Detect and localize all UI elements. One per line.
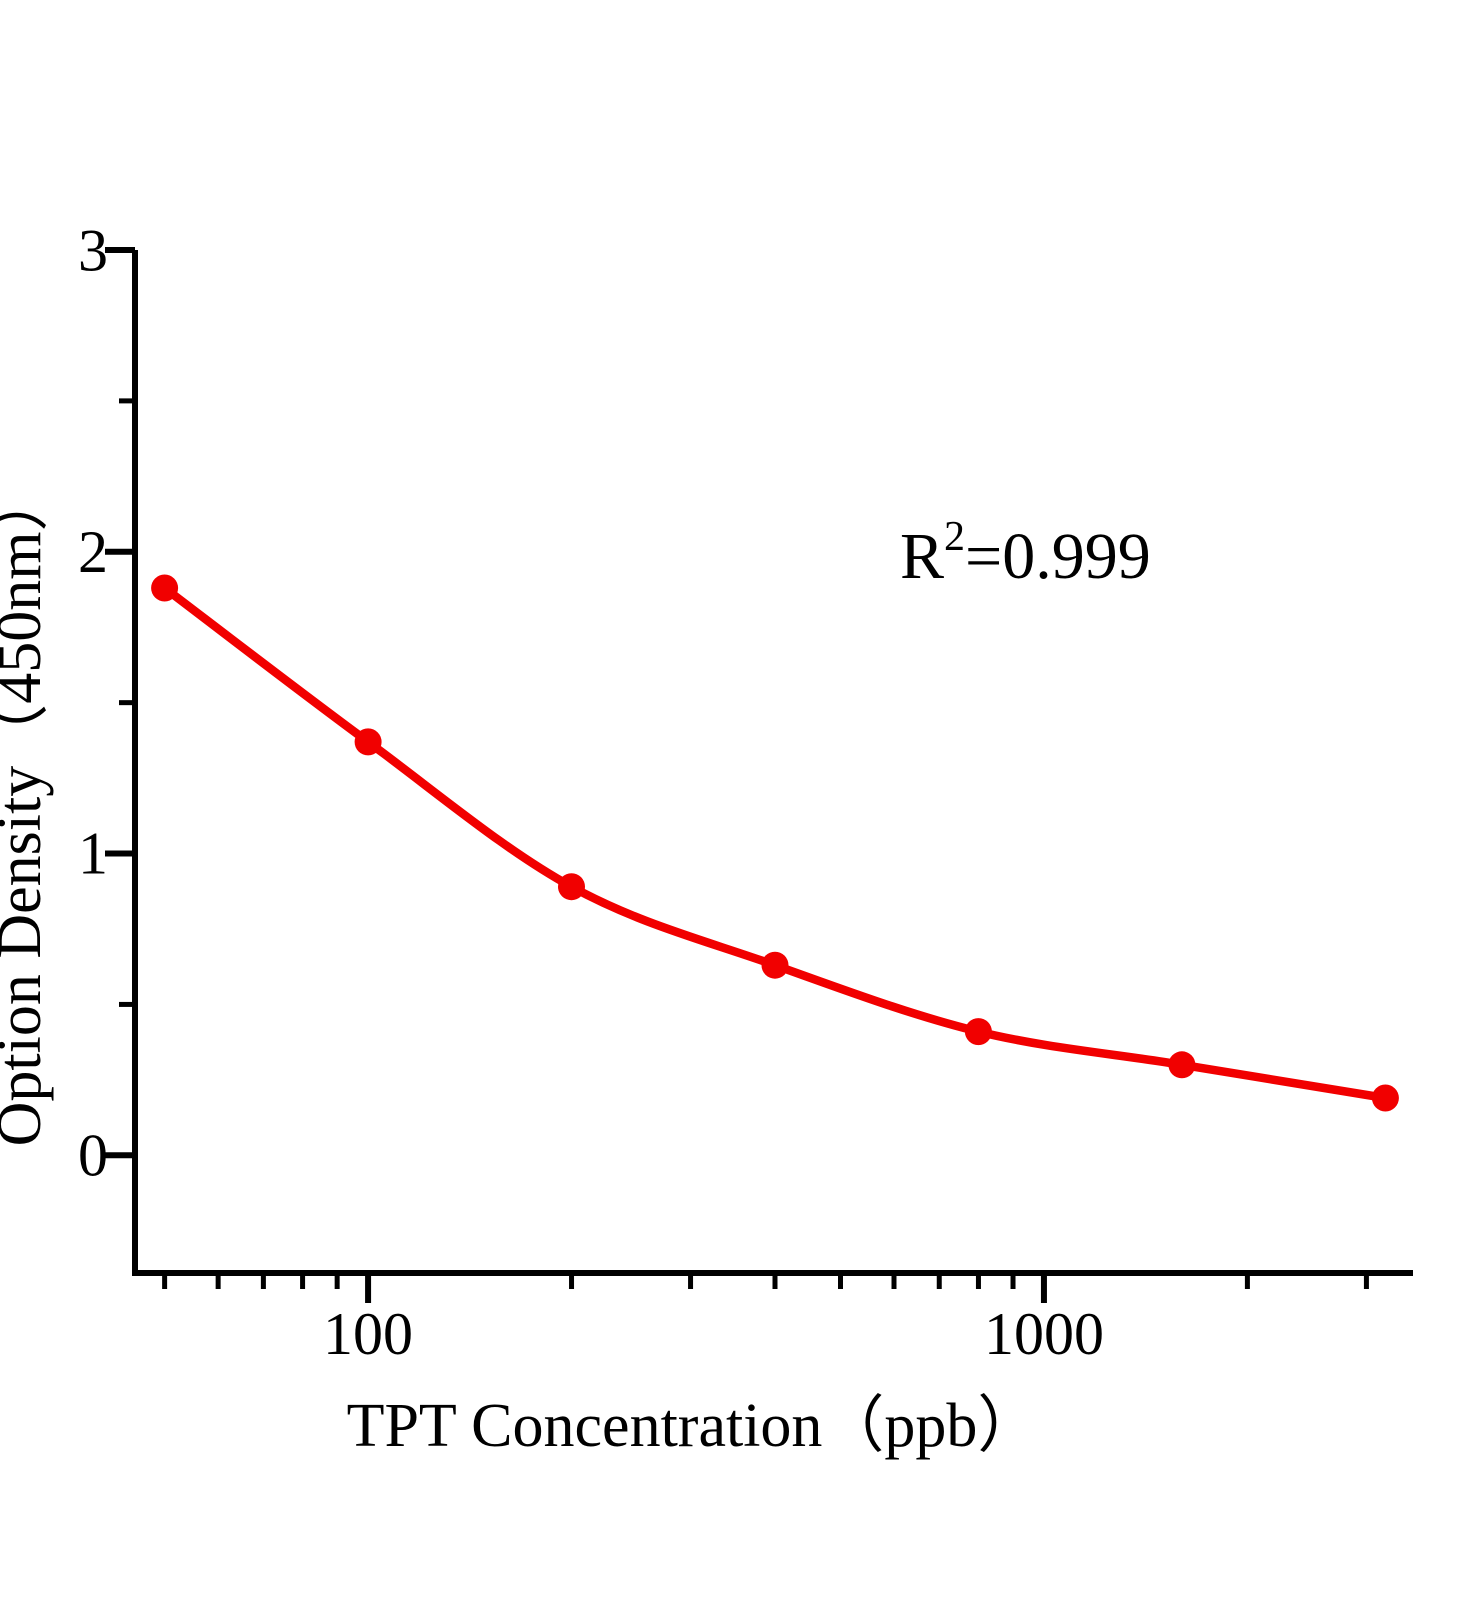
- y-tick-label-1: 1: [78, 821, 108, 887]
- data-point: [354, 728, 382, 756]
- data-point: [964, 1018, 992, 1046]
- y-tick-label-3: 3: [78, 217, 108, 283]
- r-squared-base: R: [900, 520, 944, 593]
- x-tick-label-100: 100: [323, 1301, 413, 1367]
- data-point: [558, 873, 585, 901]
- data-point: [761, 951, 789, 979]
- r-squared-exponent: 2: [944, 514, 965, 560]
- standard-curve-line: [160, 583, 1390, 1103]
- x-tick-label-1000: 1000: [984, 1301, 1104, 1367]
- y-axis-title: Option Density（450nm）: [0, 470, 54, 1147]
- y-tick-label-0: 0: [78, 1122, 108, 1188]
- data-point: [1371, 1084, 1399, 1112]
- data-point: [151, 574, 179, 602]
- plot-area: [105, 247, 1413, 1303]
- r-squared-annotation: R2=0.999: [900, 514, 1151, 593]
- data-point: [1168, 1051, 1196, 1079]
- y-tick-label-2: 2: [78, 519, 108, 585]
- x-axis-title: TPT Concentration（ppb）: [347, 1392, 1040, 1460]
- r-squared-value: =0.999: [965, 520, 1151, 593]
